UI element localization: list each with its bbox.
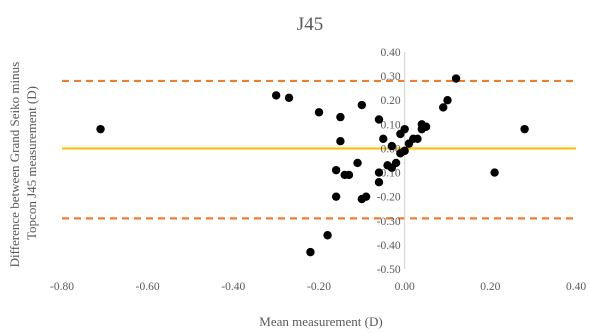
data-point bbox=[451, 74, 461, 83]
y-tick-label: -0.30 bbox=[377, 216, 401, 228]
data-points bbox=[96, 74, 529, 257]
data-point bbox=[361, 192, 371, 201]
y-tick-label: 0.10 bbox=[381, 119, 401, 131]
data-point bbox=[306, 247, 315, 257]
x-tick-label: -0.80 bbox=[50, 281, 74, 293]
x-tick-label: -0.40 bbox=[221, 281, 245, 293]
data-point bbox=[391, 158, 401, 168]
data-point bbox=[439, 103, 448, 112]
data-point bbox=[96, 124, 105, 134]
data-point bbox=[331, 165, 341, 175]
data-point bbox=[379, 134, 388, 143]
y-tick-label: 0.40 bbox=[381, 47, 401, 59]
data-point bbox=[284, 93, 294, 103]
data-point bbox=[443, 96, 452, 105]
y-tick-label: 0.30 bbox=[381, 71, 401, 83]
data-point bbox=[421, 122, 431, 131]
data-point bbox=[520, 124, 529, 134]
data-point bbox=[271, 91, 281, 100]
y-tick-label: -0.20 bbox=[377, 192, 401, 204]
data-point bbox=[323, 231, 332, 240]
y-axis-title-line-1: Difference between Grand Seiko minus bbox=[7, 62, 22, 268]
x-tick-label: 0.00 bbox=[395, 281, 415, 293]
y-tick-label: -0.40 bbox=[377, 240, 401, 252]
data-point bbox=[387, 141, 397, 151]
data-point bbox=[344, 170, 354, 180]
data-point bbox=[336, 137, 345, 146]
x-tick-label: -0.20 bbox=[307, 281, 331, 293]
x-tick-label: 0.40 bbox=[566, 281, 586, 293]
data-point bbox=[413, 134, 422, 143]
y-tick-label: -0.50 bbox=[377, 264, 401, 276]
data-point bbox=[331, 192, 341, 201]
x-axis-title: Mean measurement (D) bbox=[259, 314, 382, 329]
data-point bbox=[396, 129, 405, 139]
data-point bbox=[400, 146, 409, 156]
data-point bbox=[490, 168, 499, 177]
y-axis-title: Difference between Grand Seiko minus Top… bbox=[7, 59, 39, 268]
data-point bbox=[336, 112, 345, 122]
x-tick-label: -0.60 bbox=[136, 281, 160, 293]
chart-title: J45 bbox=[297, 14, 323, 35]
y-tick-label: 0.20 bbox=[381, 95, 401, 107]
data-point bbox=[353, 158, 362, 168]
x-tick-labels: -0.80 -0.60 -0.40 -0.20 0.00 0.20 0.40 bbox=[50, 281, 586, 293]
data-point bbox=[314, 108, 324, 117]
data-point bbox=[357, 100, 367, 110]
limit-lines bbox=[62, 79, 576, 220]
data-point bbox=[374, 168, 384, 177]
data-point bbox=[374, 115, 384, 124]
x-tick-label: 0.20 bbox=[480, 281, 500, 293]
y-axis-title-line-2: Topcon J45 measurement (D) bbox=[24, 86, 39, 240]
data-point bbox=[374, 178, 384, 187]
